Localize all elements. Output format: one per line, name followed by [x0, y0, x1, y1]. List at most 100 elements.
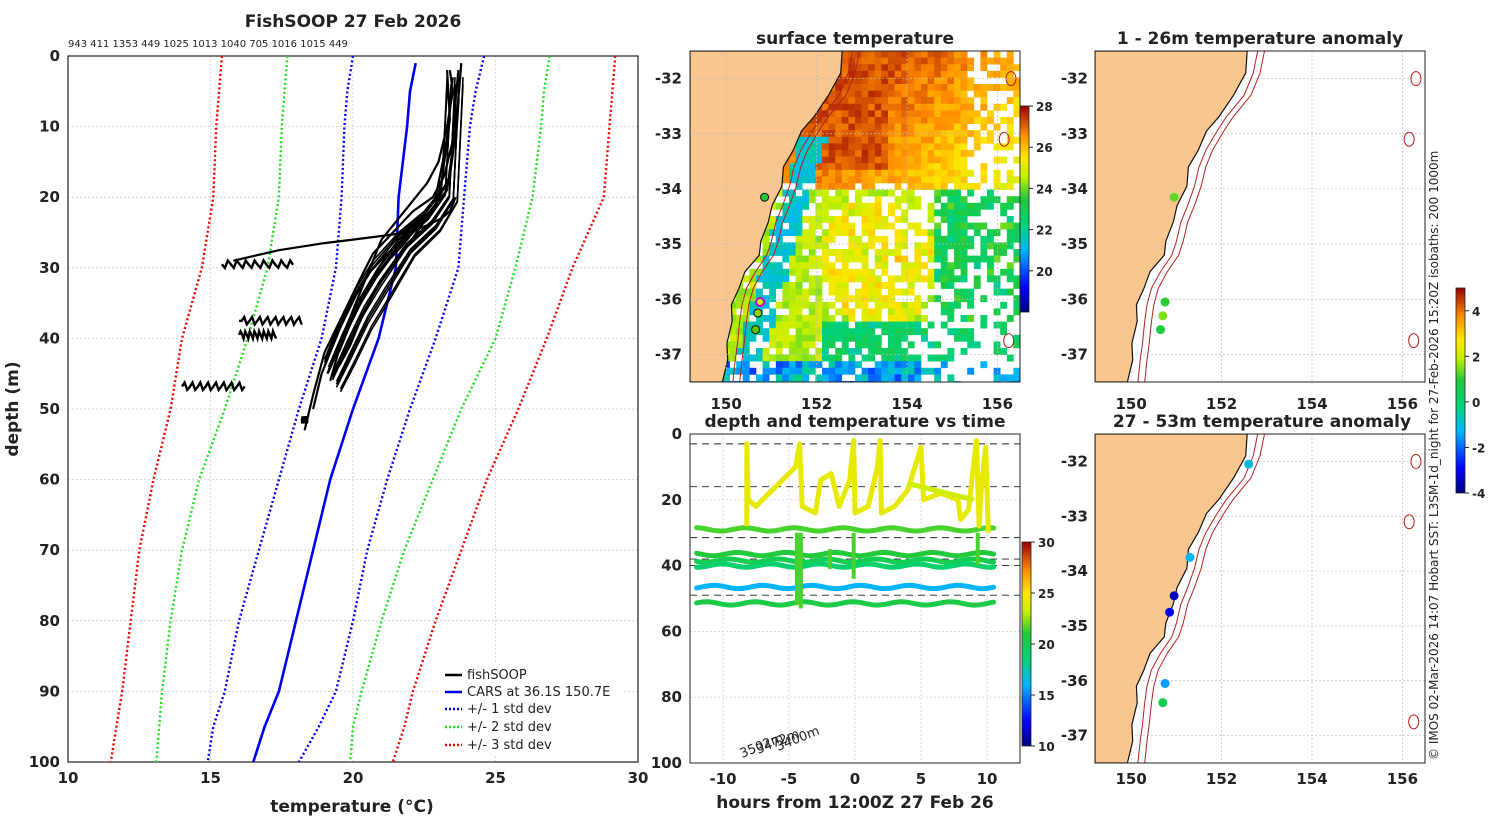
sst-pixel	[960, 202, 968, 210]
sst-pixel	[855, 150, 862, 157]
sst-pixel	[1013, 282, 1020, 289]
sst-pixel	[874, 169, 882, 177]
sst-pixel	[1013, 301, 1020, 309]
sst-pixel	[841, 275, 849, 283]
sst-pixel	[967, 169, 975, 177]
sst-pixel	[782, 189, 790, 197]
x-tick-label: 30	[628, 769, 649, 787]
sst-pixel	[874, 308, 882, 316]
sst-pixel	[795, 156, 803, 164]
sst-pixel	[835, 84, 843, 91]
sst-pixel	[828, 97, 836, 105]
sst-pixel	[901, 255, 909, 263]
sst-pixel	[874, 117, 882, 124]
sst-pixel	[723, 374, 730, 382]
time-track	[694, 582, 997, 592]
sst-pixel	[828, 235, 836, 243]
sst-pixel	[894, 374, 902, 382]
sst-pixel	[907, 136, 915, 144]
sst-pixel	[868, 163, 876, 171]
sst-pixel	[841, 169, 849, 177]
sst-pixel	[901, 143, 909, 151]
sst-pixel	[848, 169, 856, 177]
sst-pixel	[1006, 202, 1014, 210]
sst-pixel	[742, 374, 750, 382]
sst-pixel	[967, 110, 975, 118]
sst-pixel	[769, 249, 777, 256]
y-tick-label: 80	[661, 688, 682, 706]
sst-pixel	[973, 209, 981, 217]
sst-pixel	[861, 183, 869, 190]
sst-pixel	[769, 354, 777, 362]
sst-pixel	[914, 169, 922, 177]
sst-pixel	[921, 163, 928, 171]
sst-pixel	[914, 268, 922, 276]
sst-pixel	[927, 90, 935, 98]
sst-pixel	[927, 57, 935, 65]
sst-pixel	[841, 103, 849, 111]
sst-pixel	[874, 249, 882, 256]
island-contour	[1408, 714, 1420, 730]
sst-pixel	[782, 367, 790, 375]
sst-pixel	[901, 84, 909, 91]
sst-pixel	[993, 282, 1001, 289]
sst-pixel	[921, 84, 928, 91]
sst-pixel	[848, 103, 856, 111]
cb-label: 28	[1036, 100, 1053, 114]
sst-pixel	[789, 163, 796, 171]
time-axes-box	[689, 433, 1021, 764]
sst-pixel	[802, 150, 810, 157]
legend-label-std2: +/- 2 std dev	[467, 720, 552, 735]
sst-pixel	[960, 117, 968, 124]
sst-pixel	[954, 249, 961, 256]
sst-pixel	[1013, 235, 1020, 243]
sst-pixel	[802, 163, 810, 171]
cb-label: 20	[1038, 638, 1055, 652]
sst-pixel	[828, 143, 836, 151]
sst-pixel	[894, 136, 902, 144]
sst-pixel	[888, 77, 895, 85]
sst-pixel	[822, 136, 829, 144]
sst-pixel	[967, 235, 975, 243]
sst-pixel	[960, 268, 968, 276]
sst-pixel	[954, 334, 961, 342]
sst-pixel	[914, 156, 922, 164]
sst-pixel	[795, 262, 803, 270]
sst-pixel	[980, 235, 988, 243]
sst-pixel	[848, 90, 856, 98]
sst-pixel	[1013, 367, 1020, 375]
sst-pixel	[736, 295, 744, 303]
sst-pixel	[954, 163, 961, 171]
y-tick-label: 100	[651, 754, 682, 772]
sst-pixel	[855, 328, 862, 336]
sst-pixel	[775, 229, 783, 237]
sst-pixel	[822, 130, 829, 138]
sst-pixel	[789, 255, 796, 263]
map-x-tick: 152	[1206, 395, 1237, 413]
sst-pixel	[947, 117, 955, 124]
anom2-title: 27 - 53m temperature anomaly	[1113, 412, 1411, 432]
sst-pixel	[980, 361, 988, 369]
sst-pixel	[835, 334, 843, 342]
sst-pixel	[841, 328, 849, 336]
sst-pixel	[954, 123, 961, 131]
sst-pixel	[736, 348, 744, 355]
fishsoop-static-segment	[220, 257, 295, 271]
sst-pixel	[802, 255, 810, 263]
sst-pixel	[742, 348, 750, 355]
sst-pixel	[861, 117, 869, 124]
sst-pixel	[960, 176, 968, 184]
sst-pixel	[907, 222, 915, 230]
sst-pixel	[881, 361, 889, 369]
sst-pixel	[881, 136, 889, 144]
sst-pixel	[967, 183, 975, 190]
sst-pixel	[1006, 268, 1014, 276]
y-tick-label: 100	[29, 753, 60, 771]
sst-pixel	[940, 321, 948, 329]
sst-pixel	[855, 374, 862, 382]
anom2-points	[1158, 459, 1254, 708]
sst-pixel	[960, 136, 968, 144]
sst-pixel	[874, 301, 882, 309]
sst-pixel	[828, 216, 836, 223]
sst-pixel	[967, 334, 975, 342]
